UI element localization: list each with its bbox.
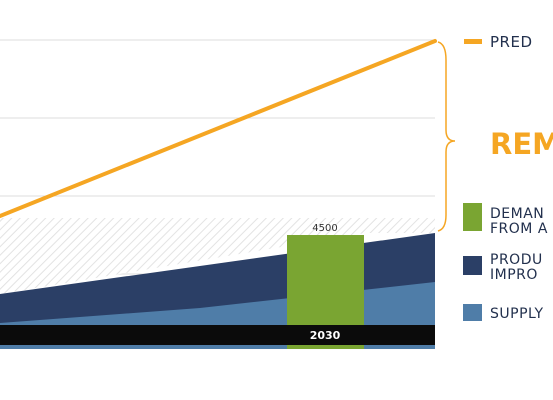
- x-axis-bar: [0, 325, 435, 345]
- bar-value-label: 4500: [312, 223, 337, 234]
- legend-label-supply: SUPPLY: [490, 306, 544, 322]
- legend: PRED REM DEMAN FROM A PRODU IMPRO SUPPLY: [463, 33, 553, 322]
- legend-swatch-predicted: [464, 39, 482, 44]
- legend-label-demand-line2: FROM A: [490, 221, 548, 237]
- legend-label-predicted: PRED: [490, 33, 533, 51]
- legend-label-remaining: REM: [490, 127, 553, 161]
- x-tick-label-2030: 2030: [310, 329, 341, 342]
- legend-swatch-demand: [463, 203, 482, 231]
- legend-label-demand-line1: DEMAN: [490, 206, 544, 222]
- legend-swatch-productivity: [463, 256, 482, 275]
- legend-swatch-supply: [463, 304, 482, 321]
- gap-brace: [437, 41, 456, 232]
- legend-label-productivity-line2: IMPRO: [490, 267, 538, 283]
- legend-label-productivity-line1: PRODU: [490, 252, 543, 268]
- predicted-line: [0, 39, 437, 218]
